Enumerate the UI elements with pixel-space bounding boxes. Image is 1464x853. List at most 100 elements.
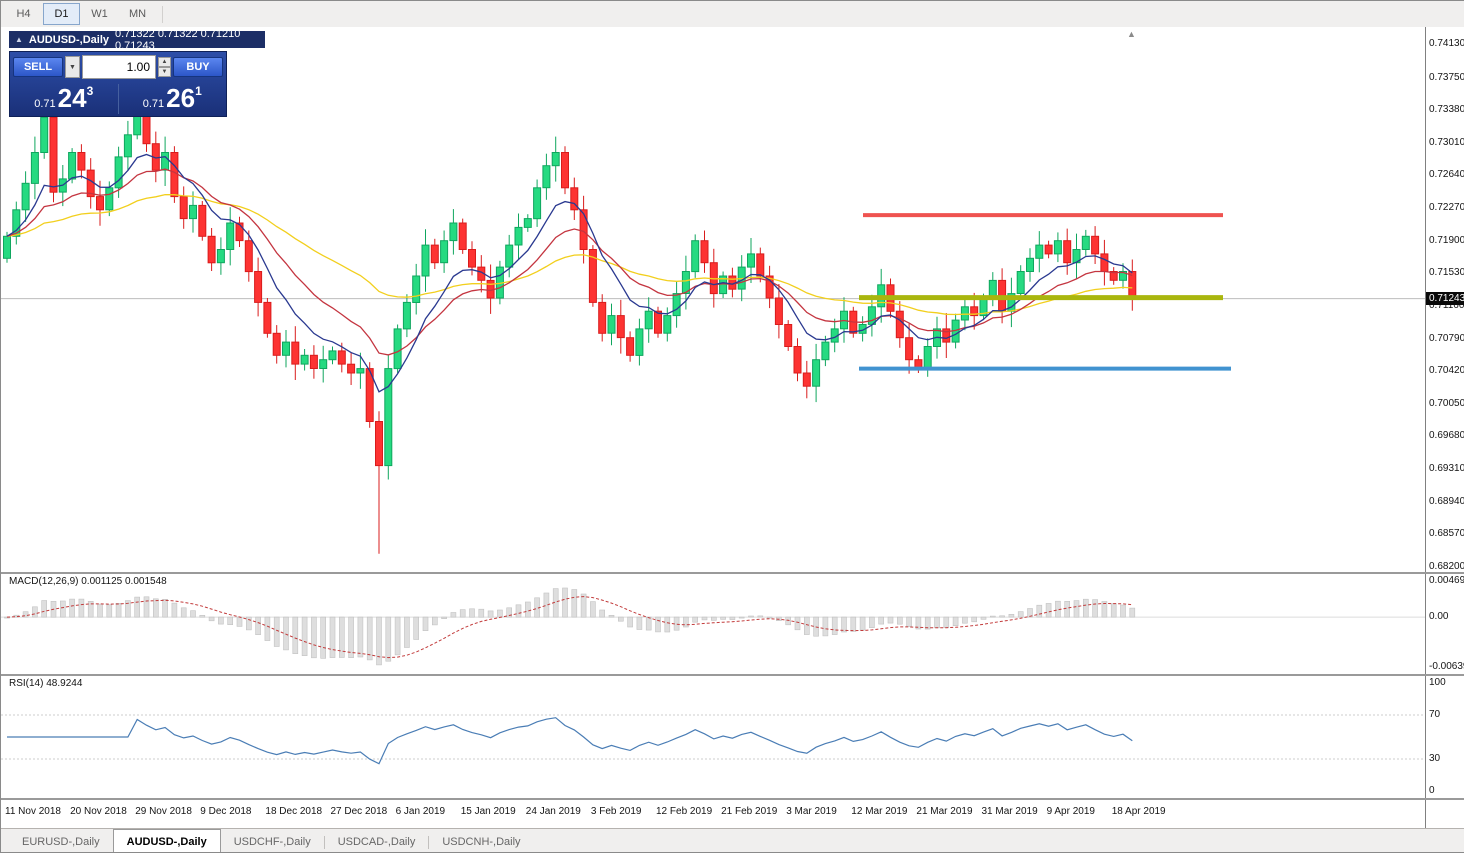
price-tick: 0.68570 xyxy=(1429,528,1464,540)
ask-big-figure: 26 xyxy=(166,83,196,113)
chart-tab-eurusd[interactable]: EURUSD-,Daily xyxy=(22,836,100,848)
chart-ohlc-values: 0.71322 0.71322 0.71210 0.71243 xyxy=(115,27,241,52)
macd-axis: 0.004694 0.00 -0.00639 xyxy=(1425,574,1464,674)
rsi-label: RSI(14) 48.9244 xyxy=(9,678,83,689)
macd-panel: MACD(12,26,9) 0.001125 0.001548 xyxy=(1,574,1425,674)
rsi-tick-30: 30 xyxy=(1429,753,1441,764)
rsi-tick-100: 100 xyxy=(1429,677,1446,688)
price-tick: 0.72640 xyxy=(1429,169,1464,181)
volume-input[interactable] xyxy=(82,55,156,79)
date-axis[interactable]: 11 Nov 2018 20 Nov 2018 29 Nov 2018 9 Dec 2… xyxy=(1,800,1464,828)
price-tick: 0.70050 xyxy=(1429,397,1464,409)
bid-pip-digit: 3 xyxy=(86,84,94,98)
rsi-tick-0: 0 xyxy=(1429,785,1435,796)
date-tick: 29 Nov 2018 xyxy=(135,806,192,817)
chart-tab-usdchf[interactable]: USDCHF-,Daily xyxy=(233,836,311,848)
tab-separator xyxy=(323,836,325,849)
date-tick: 24 Jan 2019 xyxy=(525,806,581,817)
rsi-tick-70: 70 xyxy=(1429,709,1441,720)
rsi-canvas xyxy=(1,714,1425,765)
timeframe-button-h4[interactable]: H4 xyxy=(16,8,31,20)
price-tick: 0.69680 xyxy=(1429,430,1464,442)
date-tick: 9 Dec 2018 xyxy=(200,806,252,817)
timeframe-button-w1[interactable]: W1 xyxy=(91,8,108,20)
date-tick: 31 Mar 2019 xyxy=(981,806,1038,817)
macd-max-tick: 0.004694 xyxy=(1429,575,1464,586)
rsi-panel: RSI(14) 48.9244 xyxy=(1,676,1425,798)
date-tick: 21 Feb 2019 xyxy=(721,806,778,817)
chart-tab-audusd[interactable]: AUDUSD-,Daily xyxy=(112,829,221,852)
ask-prefix: 0.71 xyxy=(142,98,165,110)
panel-separator[interactable] xyxy=(1,798,1464,800)
date-tick: 18 Dec 2018 xyxy=(265,806,323,817)
date-tick: 11 Nov 2018 xyxy=(5,806,61,817)
bid-big-figure: 24 xyxy=(57,83,87,113)
macd-zero-tick: 0.00 xyxy=(1429,611,1449,622)
ma-slow-yellow-line[interactable] xyxy=(6,193,1133,316)
candlestick-chart-canvas[interactable] xyxy=(1,27,1425,572)
price-tick: 0.69310 xyxy=(1429,463,1464,475)
sell-button[interactable]: SELL xyxy=(13,57,63,77)
date-tick: 12 Mar 2019 xyxy=(851,806,908,817)
chart-tabs-bar: EURUSD-,Daily AUDUSD-,Daily USDCHF-,Daily U… xyxy=(1,828,1464,852)
price-tick: 0.74130 xyxy=(1429,38,1464,49)
timeframe-button-mn[interactable]: MN xyxy=(128,8,147,20)
collapse-trade-panel-icon[interactable]: ▲ xyxy=(15,34,23,44)
one-click-trade-panel: SELL ▼ ▲ ▼ BUY 0.71243 0.71261 xyxy=(9,51,227,117)
date-tick: 21 Mar 2019 xyxy=(916,806,973,817)
volume-stepper[interactable]: ▲ ▼ xyxy=(158,57,171,77)
buy-button[interactable]: BUY xyxy=(173,57,223,77)
date-tick: 27 Dec 2018 xyxy=(330,806,388,817)
price-tick: 0.68200 xyxy=(1429,561,1464,572)
price-tick: 0.73010 xyxy=(1429,136,1464,148)
chart-symbol-title: AUDUSD-,Daily xyxy=(28,33,109,46)
rsi-axis: 100 70 30 0 xyxy=(1425,676,1464,798)
timeframe-toolbar: H4 D1 W1 MN xyxy=(1,1,1464,28)
date-tick: 6 Jan 2019 xyxy=(395,806,446,817)
price-tick: 0.68940 xyxy=(1429,495,1464,507)
price-tick: 0.71900 xyxy=(1429,234,1464,246)
chart-tab-usdcnh[interactable]: USDCNH-,Daily xyxy=(442,836,521,848)
date-tick: 15 Jan 2019 xyxy=(460,806,516,817)
axis-corner-divider xyxy=(1425,800,1426,828)
current-price-badge: 0.71243 xyxy=(1426,291,1464,305)
macd-label: MACD(12,26,9) 0.001125 0.001548 xyxy=(9,576,167,587)
price-tick: 0.73380 xyxy=(1429,104,1464,116)
chart-shift-marker-icon[interactable]: ▲ xyxy=(1127,29,1136,39)
ma-fast-navy-line[interactable] xyxy=(6,153,1133,393)
quote-row: 0.71243 0.71261 xyxy=(10,80,226,117)
bid-price[interactable]: 0.71243 xyxy=(10,83,118,114)
price-tick: 0.72270 xyxy=(1429,202,1464,214)
date-tick: 9 Apr 2019 xyxy=(1046,806,1095,817)
chart-ohlc-strip: ▲ AUDUSD-,Daily 0.71322 0.71322 0.71210 … xyxy=(9,28,265,52)
date-tick: 3 Feb 2019 xyxy=(590,806,642,817)
date-tick: 12 Feb 2019 xyxy=(656,806,713,817)
price-tick: 0.73750 xyxy=(1429,71,1464,83)
quote-divider xyxy=(117,83,119,114)
volume-decrease-icon[interactable]: ▼ xyxy=(158,67,171,77)
price-tick: 0.70420 xyxy=(1429,365,1464,377)
trade-controls-row: SELL ▼ ▲ ▼ BUY xyxy=(10,52,226,80)
price-tick: 0.70790 xyxy=(1429,332,1464,344)
ma-mid-red-line[interactable] xyxy=(6,168,1133,356)
price-tick: 0.71530 xyxy=(1429,267,1464,279)
timeframe-button-d1[interactable]: D1 xyxy=(43,3,80,25)
macd-min-tick: -0.00639 xyxy=(1429,661,1464,672)
volume-dropdown-icon[interactable]: ▼ xyxy=(65,56,80,78)
date-tick: 3 Mar 2019 xyxy=(786,806,837,817)
panel-separator[interactable] xyxy=(1,572,1464,574)
toolbar-divider xyxy=(162,5,163,23)
volume-increase-icon[interactable]: ▲ xyxy=(158,57,171,67)
main-chart-panel[interactable]: ▲ AUDUSD-,Daily 0.71322 0.71322 0.71210 … xyxy=(1,27,1425,572)
price-tick: 0.71160 xyxy=(1429,299,1464,311)
panel-separator[interactable] xyxy=(1,674,1464,676)
date-tick: 20 Nov 2018 xyxy=(70,806,127,817)
price-axis[interactable]: 0.71243 0.74130 0.73750 0.73380 0.73010 0.72… xyxy=(1425,27,1464,572)
bid-prefix: 0.71 xyxy=(34,98,56,110)
rsi-line xyxy=(7,717,1133,765)
macd-canvas xyxy=(1,587,1425,666)
chart-tab-usdcad[interactable]: USDCAD-,Daily xyxy=(337,836,416,848)
ask-price[interactable]: 0.71261 xyxy=(119,83,227,114)
ask-pip-digit: 1 xyxy=(195,84,202,98)
